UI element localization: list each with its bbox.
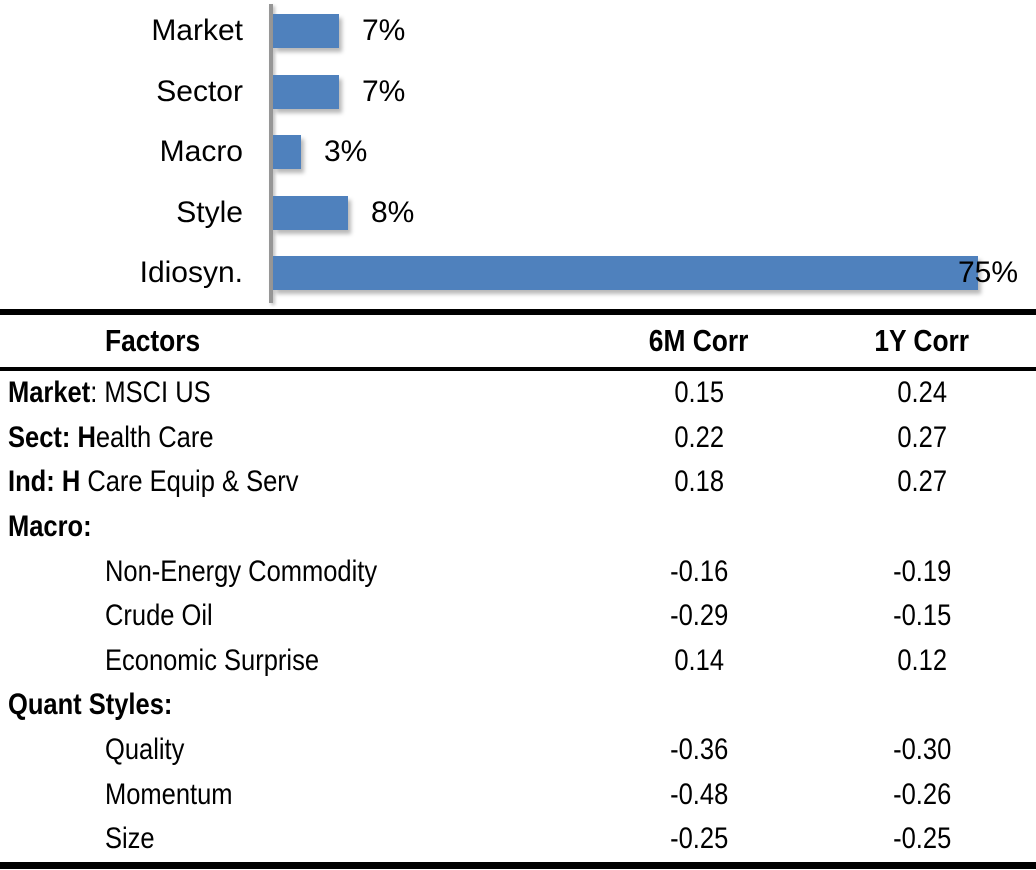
- corr-6m-cell: 0.22: [674, 420, 724, 454]
- corr-1y-cell: [808, 683, 1036, 728]
- factor-cell: Crude Oil: [105, 599, 213, 633]
- factor-correlation-table: Factors 6M Corr 1Y Corr Market: MSCI US …: [0, 309, 1036, 869]
- corr-6m-cell: -0.36: [669, 733, 729, 767]
- corr-6m-cell: -0.16: [669, 554, 729, 588]
- table-header-row: Factors 6M Corr 1Y Corr: [0, 312, 1036, 371]
- table-row-non-energy-commodity: Non-Energy Commodity -0.16 -0.19: [0, 549, 1036, 594]
- table-row-momentum: Momentum -0.48 -0.26: [0, 772, 1036, 817]
- chart-row-macro: Macro 3%: [0, 121, 1036, 182]
- corr-6m-cell: [590, 683, 808, 728]
- bar-sector: [273, 74, 339, 109]
- corr-1y-cell: -0.25: [892, 822, 952, 856]
- column-header-factors: Factors: [0, 312, 590, 371]
- corr-1y-cell: -0.30: [892, 733, 952, 767]
- corr-6m-cell: 0.18: [674, 465, 724, 499]
- bar-macro: [273, 134, 301, 169]
- corr-1y-cell: 0.24: [897, 376, 947, 410]
- bar-value-label: 7%: [362, 13, 406, 47]
- chart-row-market: Market 7%: [0, 0, 1036, 61]
- corr-1y-cell: [808, 505, 1036, 550]
- factor-cell: Macro:: [8, 510, 92, 544]
- chart-category-label: Style: [176, 195, 243, 229]
- bar-value-label: 8%: [371, 195, 415, 229]
- bar-value-label: 7%: [362, 74, 406, 108]
- corr-6m-cell: -0.48: [669, 777, 729, 811]
- chart-baseline-axis: [269, 4, 273, 303]
- chart-category-label: Sector: [156, 74, 243, 108]
- chart-row-style: Style 8%: [0, 182, 1036, 243]
- table-row-economic-surprise: Economic Surprise 0.14 0.12: [0, 639, 1036, 684]
- factor-cell: Momentum: [105, 777, 233, 811]
- table-row-size: Size -0.25 -0.25: [0, 817, 1036, 865]
- corr-1y-cell: -0.19: [892, 554, 952, 588]
- bar-style: [273, 195, 348, 230]
- table-row-macro-header: Macro:: [0, 505, 1036, 550]
- corr-1y-cell: 0.12: [897, 643, 947, 677]
- corr-6m-cell: -0.29: [669, 599, 729, 633]
- chart-row-sector: Sector 7%: [0, 61, 1036, 122]
- table-row-sector: Sect: Health Care 0.22 0.27: [0, 416, 1036, 461]
- risk-decomposition-chart: Market 7% Sector 7% Macro 3% Style 8% Id…: [0, 0, 1036, 309]
- corr-1y-cell: 0.27: [897, 465, 947, 499]
- corr-6m-cell: 0.15: [674, 376, 724, 410]
- chart-category-label: Macro: [159, 134, 243, 168]
- bar-market: [273, 13, 339, 48]
- factor-cell: Quant Styles:: [8, 688, 173, 722]
- table-row-quality: Quality -0.36 -0.30: [0, 728, 1036, 773]
- factor-cell: Size: [105, 822, 155, 856]
- chart-category-label: Idiosyn.: [139, 255, 243, 289]
- corr-6m-cell: -0.25: [669, 822, 729, 856]
- corr-6m-cell: [590, 505, 808, 550]
- factor-cell: Sect: Health Care: [8, 420, 214, 454]
- factor-cell: Market: MSCI US: [8, 376, 211, 410]
- corr-1y-cell: 0.27: [897, 420, 947, 454]
- factor-cell: Economic Surprise: [105, 643, 320, 677]
- column-header-1y-corr: 1Y Corr: [808, 312, 1036, 371]
- corr-6m-cell: 0.14: [674, 643, 724, 677]
- table-row-industry: Ind: H Care Equip & Serv 0.18 0.27: [0, 460, 1036, 505]
- bar-value-label: 75%: [958, 255, 1019, 289]
- table-row-quant-styles-header: Quant Styles:: [0, 683, 1036, 728]
- factor-cell: Non-Energy Commodity: [105, 554, 378, 588]
- column-header-6m-corr: 6M Corr: [590, 312, 808, 371]
- corr-1y-cell: -0.15: [892, 599, 952, 633]
- chart-category-label: Market: [151, 13, 243, 47]
- bar-value-label: 3%: [324, 134, 368, 168]
- bar-idiosyncratic: [273, 255, 978, 290]
- factor-cell: Quality: [105, 733, 185, 767]
- factor-cell: Ind: H Care Equip & Serv: [8, 465, 299, 499]
- table-row-crude-oil: Crude Oil -0.29 -0.15: [0, 594, 1036, 639]
- chart-row-idiosyncratic: Idiosyn. 75%: [0, 242, 1036, 303]
- table-row-market: Market: MSCI US 0.15 0.24: [0, 369, 1036, 416]
- corr-1y-cell: -0.26: [892, 777, 952, 811]
